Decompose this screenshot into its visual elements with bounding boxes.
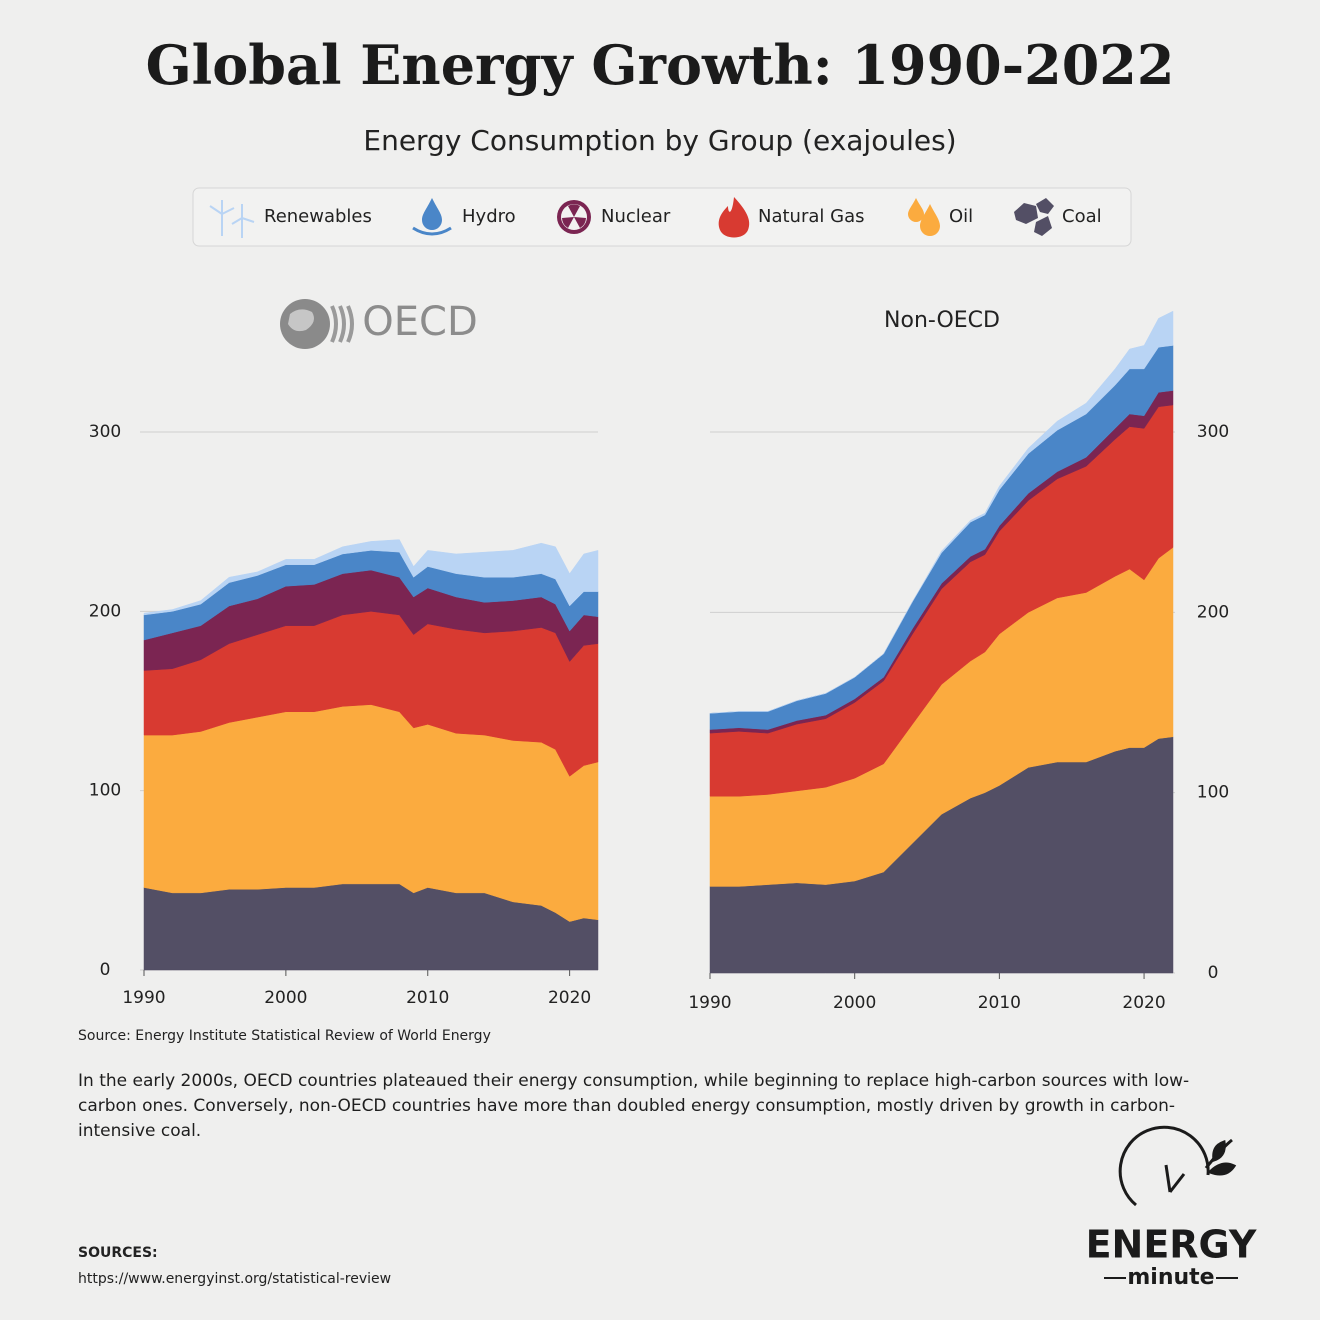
y-tick-label: 200	[1197, 602, 1229, 622]
y-tick-label: 300	[89, 422, 121, 442]
area	[709, 310, 1174, 714]
x-tick-label: 2020	[548, 988, 591, 1008]
legend-label: Nuclear	[601, 206, 671, 227]
x-tick-label: 1990	[122, 988, 165, 1008]
y-tick-label: 200	[89, 601, 121, 621]
legend-icon	[557, 200, 591, 234]
y-tick-label: 100	[1197, 783, 1229, 803]
x-tick-label: 1990	[688, 993, 731, 1013]
legend-box	[192, 187, 1132, 247]
subtitle: Energy Consumption by Group (exajoules)	[363, 124, 956, 157]
x-tick-label: 2000	[833, 993, 876, 1013]
y-tick-label: 0	[1208, 963, 1219, 983]
legend-icon	[209, 200, 255, 238]
source-note: Source: Energy Institute Statistical Rev…	[78, 1028, 491, 1044]
sources-label: SOURCES:	[78, 1245, 158, 1261]
legend-label: Natural Gas	[758, 206, 864, 227]
legend-label: Coal	[1062, 206, 1102, 227]
legend-label: Renewables	[264, 206, 372, 227]
y-tick-label: 0	[100, 960, 111, 980]
brand-logo-icon	[1104, 1125, 1238, 1279]
title: Global Energy Growth: 1990-2022	[146, 33, 1175, 97]
legend-label: Oil	[949, 206, 973, 227]
x-tick-label: 2010	[978, 993, 1021, 1013]
legend-label: Hydro	[462, 206, 516, 227]
brand-logo-top: ENERGY	[1086, 1223, 1257, 1267]
legend-icon	[908, 198, 940, 236]
brand-logo-bottom: minute	[1127, 1265, 1214, 1290]
x-tick-label: 2000	[264, 988, 307, 1008]
description: In the early 2000s, OECD countries plate…	[78, 1071, 1190, 1141]
chart-title: OECD	[362, 299, 478, 345]
x-tick-label: 2010	[406, 988, 449, 1008]
legend-icon	[1014, 198, 1054, 236]
x-tick-label: 2020	[1122, 993, 1165, 1013]
legend-icon	[412, 198, 452, 236]
y-tick-label: 300	[1197, 422, 1229, 442]
oecd-logo	[280, 299, 354, 349]
legend-icon	[718, 197, 750, 238]
sources-url: https://www.energyinst.org/statistical-r…	[78, 1271, 391, 1287]
y-tick-label: 100	[89, 781, 121, 801]
area	[143, 539, 599, 616]
chart-title: Non-OECD	[884, 308, 1000, 333]
